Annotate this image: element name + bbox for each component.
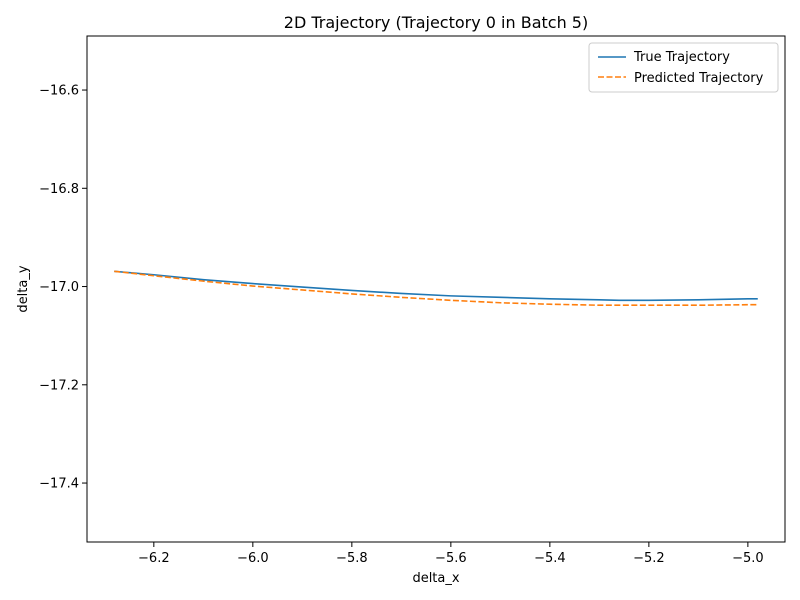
y-tick-label: −17.4 bbox=[39, 477, 79, 492]
x-tick-label: −5.6 bbox=[435, 551, 467, 566]
x-axis: −6.2 −6.0 −5.8 −5.6 −5.4 −5.2 −5.0 bbox=[138, 542, 764, 566]
x-tick-label: −5.4 bbox=[534, 551, 566, 566]
x-tick-label: −5.0 bbox=[732, 551, 764, 566]
plot-area bbox=[86, 35, 786, 543]
legend-box bbox=[588, 42, 779, 93]
y-tick-label: −16.6 bbox=[39, 84, 79, 99]
y-tick-label: −17.0 bbox=[39, 280, 79, 295]
x-tick-label: −5.8 bbox=[336, 551, 368, 566]
series-line-true bbox=[114, 270, 758, 302]
chart-title: 2D Trajectory (Trajectory 0 in Batch 5) bbox=[284, 13, 588, 32]
legend-label-predicted: Predicted Trajectory bbox=[634, 71, 764, 86]
y-axis: −16.6 −16.8 −17.0 −17.2 −17.4 bbox=[39, 84, 87, 492]
x-tick-label: −6.0 bbox=[237, 551, 269, 566]
legend: True Trajectory Predicted Trajectory bbox=[588, 42, 779, 93]
x-axis-label: delta_x bbox=[412, 571, 459, 586]
x-tick-label: −5.2 bbox=[633, 551, 665, 566]
y-tick-label: −16.8 bbox=[39, 182, 79, 197]
y-axis-label: delta_y bbox=[16, 265, 31, 312]
legend-label-true: True Trajectory bbox=[633, 50, 730, 65]
y-tick-label: −17.2 bbox=[39, 378, 79, 393]
series-line-predicted bbox=[114, 270, 758, 307]
x-tick-label: −6.2 bbox=[138, 551, 170, 566]
series-layer bbox=[114, 270, 758, 307]
